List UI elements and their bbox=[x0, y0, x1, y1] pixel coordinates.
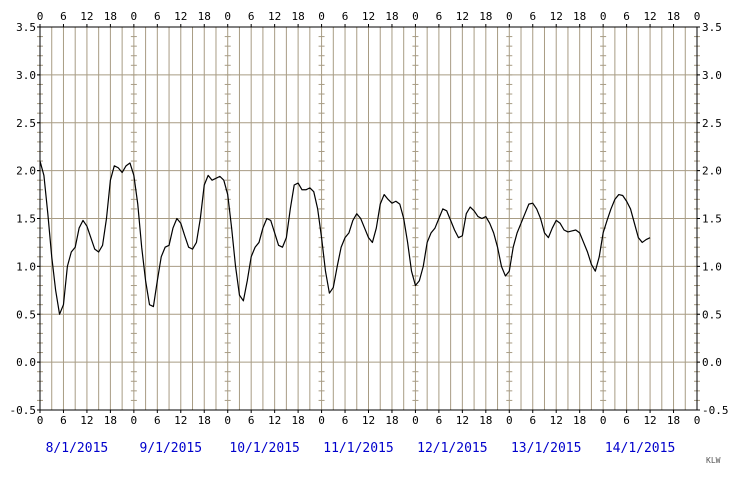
x-tick-label-bottom: 18 bbox=[667, 414, 680, 427]
plot-border bbox=[39, 26, 698, 411]
y-tick-label-right: 1.0 bbox=[702, 260, 722, 273]
x-tick-label-top: 6 bbox=[436, 10, 443, 23]
x-tick-label-top: 6 bbox=[154, 10, 161, 23]
date-label: 12/1/2015 bbox=[417, 441, 487, 456]
x-tick-label-top: 6 bbox=[248, 10, 255, 23]
x-tick-label-bottom: 18 bbox=[291, 414, 304, 427]
x-tick-label-bottom: 12 bbox=[80, 414, 93, 427]
x-tick-label-bottom: 12 bbox=[456, 414, 469, 427]
y-tick-label-right: 1.5 bbox=[702, 213, 722, 226]
x-tick-label-top: 0 bbox=[131, 10, 138, 23]
y-tick-label-right: 3.5 bbox=[702, 21, 722, 34]
x-tick-label-top: 12 bbox=[643, 10, 656, 23]
x-tick-label-bottom: 0 bbox=[506, 414, 513, 427]
x-tick-label-bottom: 6 bbox=[529, 414, 536, 427]
y-tick-label-right: 0.5 bbox=[702, 308, 722, 321]
x-tick-label-bottom: 6 bbox=[60, 414, 67, 427]
x-tick-label-bottom: 0 bbox=[318, 414, 325, 427]
x-tick-label-bottom: 18 bbox=[104, 414, 117, 427]
x-tick-label-bottom: 12 bbox=[362, 414, 375, 427]
x-tick-label-bottom: 0 bbox=[131, 414, 138, 427]
x-tick-label-bottom: 18 bbox=[479, 414, 492, 427]
y-tick-label-left: 2.0 bbox=[16, 165, 36, 178]
x-tick-label-top: 0 bbox=[412, 10, 419, 23]
x-tick-label-bottom: 6 bbox=[342, 414, 349, 427]
date-label: 11/1/2015 bbox=[323, 441, 393, 456]
x-tick-label-top: 6 bbox=[60, 10, 67, 23]
x-tick-label-top: 18 bbox=[667, 10, 680, 23]
x-tick-label-bottom: 0 bbox=[694, 414, 701, 427]
x-tick-label-top: 0 bbox=[37, 10, 44, 23]
x-tick-label-top: 12 bbox=[550, 10, 563, 23]
y-tick-label-left: 1.0 bbox=[16, 260, 36, 273]
x-tick-label-bottom: 6 bbox=[623, 414, 630, 427]
x-tick-label-top: 18 bbox=[479, 10, 492, 23]
x-tick-label-top: 6 bbox=[342, 10, 349, 23]
x-tick-label-bottom: 12 bbox=[174, 414, 187, 427]
y-tick-label-left: 1.5 bbox=[16, 213, 36, 226]
date-label: 10/1/2015 bbox=[229, 441, 299, 456]
x-tick-label-top: 6 bbox=[623, 10, 630, 23]
date-labels: 8/1/2015 9/1/2015 10/1/2015 11/1/2015 12/1/2… bbox=[46, 441, 676, 456]
x-tick-label-top: 0 bbox=[224, 10, 231, 23]
x-tick-label-top: 12 bbox=[80, 10, 93, 23]
x-tick-label-bottom: 18 bbox=[385, 414, 398, 427]
y-tick-label-left: 3.5 bbox=[16, 21, 36, 34]
date-label: 14/1/2015 bbox=[605, 441, 675, 456]
y-tick-label-right: -0.5 bbox=[702, 404, 729, 417]
x-tick-label-bottom: 0 bbox=[224, 414, 231, 427]
x-tick-label-top: 18 bbox=[573, 10, 586, 23]
x-tick-label-bottom: 12 bbox=[268, 414, 281, 427]
date-label: 9/1/2015 bbox=[139, 441, 202, 456]
date-label: 8/1/2015 bbox=[46, 441, 109, 456]
x-tick-label-bottom: 6 bbox=[154, 414, 161, 427]
date-label: 13/1/2015 bbox=[511, 441, 581, 456]
y-tick-label-left: 2.5 bbox=[16, 117, 36, 130]
x-tick-label-top: 12 bbox=[174, 10, 187, 23]
x-tick-label-top: 12 bbox=[268, 10, 281, 23]
y-tick-label-left: -0.5 bbox=[10, 404, 37, 417]
credit-text: KLW bbox=[706, 456, 721, 465]
x-tick-label-bottom: 0 bbox=[37, 414, 44, 427]
tide-height-line bbox=[39, 160, 651, 315]
x-tick-label-bottom: 0 bbox=[412, 414, 419, 427]
x-tick-label-top: 0 bbox=[600, 10, 607, 23]
x-tick-label-top: 18 bbox=[198, 10, 211, 23]
x-tick-label-bottom: 18 bbox=[573, 414, 586, 427]
y-tick-label-left: 0.5 bbox=[16, 308, 36, 321]
x-tick-label-bottom: 18 bbox=[198, 414, 211, 427]
y-tick-label-left: 3.0 bbox=[16, 69, 36, 82]
x-tick-label-top: 0 bbox=[506, 10, 513, 23]
y-tick-label-right: 3.0 bbox=[702, 69, 722, 82]
x-tick-label-top: 0 bbox=[694, 10, 701, 23]
y-tick-label-right: 0.0 bbox=[702, 356, 722, 369]
grid bbox=[37, 26, 700, 411]
x-tick-label-bottom: 0 bbox=[600, 414, 607, 427]
x-tick-label-top: 18 bbox=[385, 10, 398, 23]
x-tick-label-bottom: 6 bbox=[248, 414, 255, 427]
x-tick-label-top: 18 bbox=[104, 10, 117, 23]
x-tick-label-top: 0 bbox=[318, 10, 325, 23]
x-tick-label-bottom: 12 bbox=[643, 414, 656, 427]
y-tick-label-right: 2.0 bbox=[702, 165, 722, 178]
tick-labels: -0.5 -0.5 0.0 0.0 0.5 0.5 1.0 1.0 1.5 1.5 2.0 2.0 2.… bbox=[10, 10, 729, 427]
series bbox=[39, 160, 651, 315]
x-tick-label-top: 6 bbox=[529, 10, 536, 23]
x-tick-label-top: 18 bbox=[291, 10, 304, 23]
x-tick-label-bottom: 6 bbox=[436, 414, 443, 427]
y-tick-label-left: 0.0 bbox=[16, 356, 36, 369]
y-tick-label-right: 2.5 bbox=[702, 117, 722, 130]
x-tick-label-bottom: 12 bbox=[550, 414, 563, 427]
x-tick-label-top: 12 bbox=[362, 10, 375, 23]
axes bbox=[37, 24, 700, 413]
x-tick-label-top: 12 bbox=[456, 10, 469, 23]
